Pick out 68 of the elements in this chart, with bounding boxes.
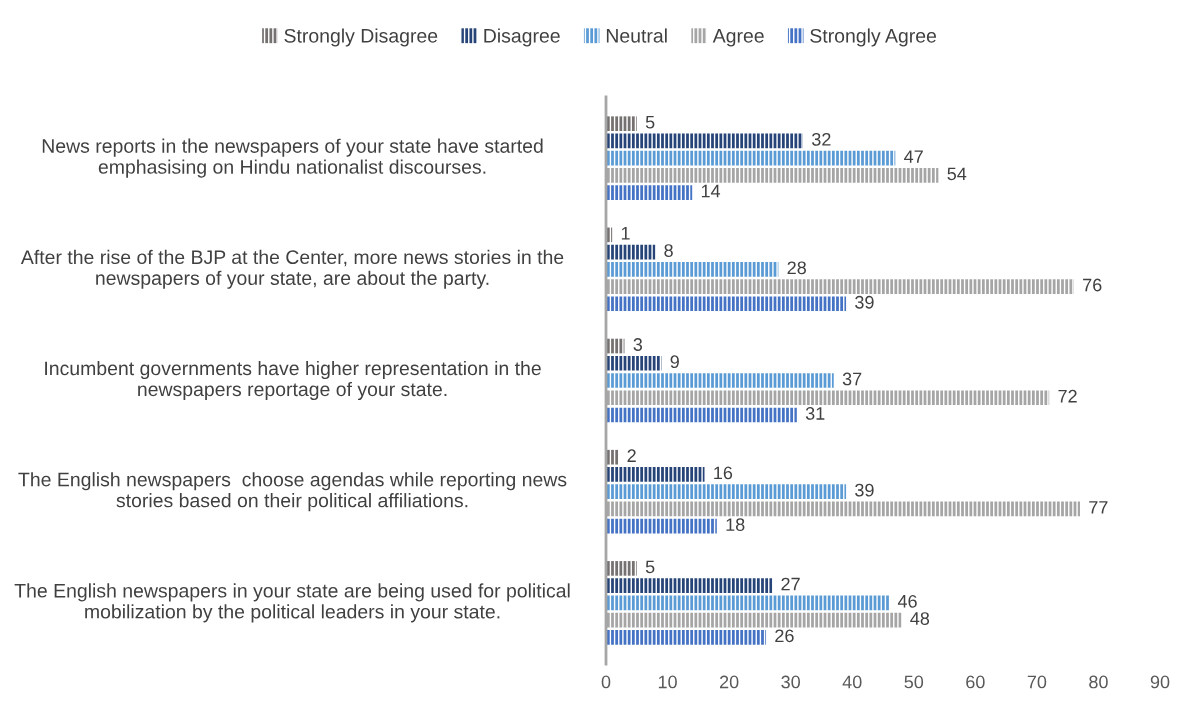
legend-label: Strongly Disagree [284,28,438,47]
data-label: 1 [621,227,630,240]
bar [606,467,705,482]
y-tick-label: The English newspapers choose agendas while reporting news stories based on their political affiliations. [18,472,567,512]
data-label: 37 [842,372,862,386]
x-tick-label: 90 [1150,675,1170,689]
data-label: 39 [855,483,874,497]
bar [606,133,803,149]
bar [606,296,847,312]
x-tick-label: 30 [781,675,800,689]
data-label: 18 [726,518,745,531]
bar [606,168,939,183]
data-label: 32 [812,132,831,146]
data-label: 5 [645,560,655,574]
legend-label: Neutral [606,28,667,43]
bar [606,279,1074,294]
bar [606,407,797,423]
x-tick-label: 70 [1027,675,1047,689]
data-label: 9 [670,355,679,369]
x-tick-label: 50 [904,675,924,689]
data-label: 3 [633,338,643,351]
bar [606,150,896,166]
x-tick-label: 10 [658,675,677,689]
data-label: 76 [1083,278,1102,292]
bar [606,561,637,576]
bar [606,578,773,593]
data-label: 48 [910,612,930,625]
bar [606,501,1080,517]
data-label: 8 [664,244,673,257]
bar [606,373,834,388]
bar [606,185,693,200]
y-tick-label: The English newspapers in your state are being used for political mobilization by the political leaders in your state. [14,583,570,623]
bar [606,629,767,645]
bar [606,449,619,465]
bar [606,262,779,277]
bar [606,612,902,628]
data-label: 27 [781,577,800,591]
y-tick-label: Incumbent governments have higher representation in the newspapers reportage of your state. [45,360,541,401]
data-label: 14 [701,184,721,198]
bar [606,518,717,534]
data-label: 31 [805,407,825,420]
data-label: 16 [714,466,733,480]
x-tick-label: 20 [719,675,739,689]
x-tick-label: 0 [601,675,611,689]
bar [606,484,847,499]
bar [606,595,890,611]
bar [606,355,662,371]
y-tick-label: After the rise of the BJP at the Center, more news stories in the newspapers of your state, are about the party. [20,249,564,289]
data-label: 77 [1089,501,1108,514]
x-tick-label: 80 [1089,675,1108,689]
data-label: 39 [855,295,874,309]
data-label: 2 [627,449,636,462]
data-label: 72 [1058,389,1077,403]
y-tick-label: News reports in the newspapers of your state have started emphasising on Hindu nationalist discourses. [42,138,543,178]
data-label: 46 [897,594,917,608]
data-label: 28 [787,261,806,275]
x-tick-label: 40 [842,675,862,689]
legend-label: Agree [712,29,764,47]
bar [606,390,1050,406]
data-label: 5 [645,115,655,129]
data-label: 47 [904,150,923,163]
bar [606,116,637,132]
legend-label: Strongly Agree [810,28,937,47]
data-label: 54 [947,167,967,181]
legend-label: Disagree [484,28,560,47]
data-label: 26 [775,629,794,643]
x-tick-label: 60 [966,675,985,689]
bar [606,244,656,260]
